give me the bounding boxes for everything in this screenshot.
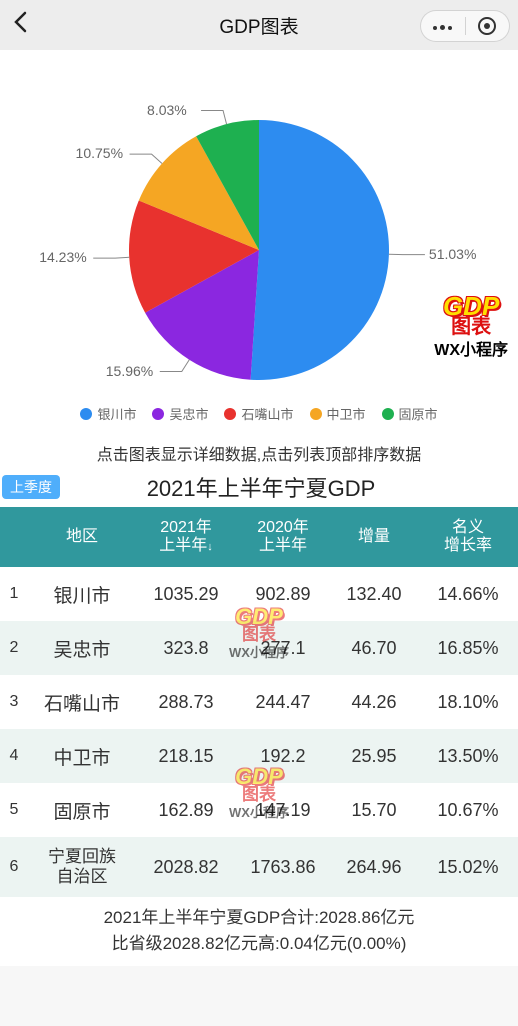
cell-growth: 10.67% (418, 800, 518, 821)
cell-increment: 264.96 (330, 857, 418, 878)
cell-index: 4 (0, 747, 28, 765)
cell-increment: 132.40 (330, 584, 418, 605)
summary-footer: 2021年上半年宁夏GDP合计:2028.86亿元 比省级2028.82亿元高:… (0, 897, 518, 966)
target-icon (478, 17, 496, 35)
chevron-left-icon (13, 11, 27, 33)
cell-2021h1: 2028.82 (136, 857, 236, 878)
sort-desc-icon: ↓ (207, 541, 213, 553)
footer-line-1: 2021年上半年宁夏GDP合计:2028.86亿元 (0, 905, 518, 931)
table-header[interactable]: 地区 2021年 上半年↓ 2020年 上半年 增量 名义 增长率 (0, 507, 518, 567)
back-button[interactable] (0, 11, 40, 40)
pie-chart[interactable]: 51.03% 15.96% 14.23% 10.75% 8.03% GDP 图表 WX小… (0, 60, 518, 400)
cell-region: 吴忠市 (28, 635, 136, 662)
cell-region: 宁夏回族自治区 (28, 847, 136, 886)
cell-increment: 44.26 (330, 692, 418, 713)
th-2020h1[interactable]: 2020年 上半年 (236, 519, 330, 556)
footer-line-2: 比省级2028.82亿元高:0.04亿元(0.00%) (0, 931, 518, 957)
cell-region: 石嘴山市 (28, 689, 136, 716)
cell-increment: 25.95 (330, 746, 418, 767)
cell-2021h1: 288.73 (136, 692, 236, 713)
cell-increment: 15.70 (330, 800, 418, 821)
cell-region: 中卫市 (28, 743, 136, 770)
th-increment[interactable]: 增量 (330, 528, 418, 546)
pie-chart-panel: 51.03% 15.96% 14.23% 10.75% 8.03% GDP 图表 WX小… (0, 50, 518, 431)
chart-watermark: GDP 图表 WX小程序 (434, 295, 508, 360)
table-title: 2021年上半年宁夏GDP (60, 471, 462, 503)
table-title-row: 上季度 2021年上半年宁夏GDP (0, 471, 518, 507)
pie-slice-label: 14.23% (39, 249, 86, 265)
table-row[interactable]: 2吴忠市323.8277.146.7016.85% (0, 621, 518, 675)
more-icon (432, 17, 454, 35)
cell-increment: 46.70 (330, 638, 418, 659)
cell-growth: 18.10% (418, 692, 518, 713)
cell-2020h1: 147.19 (236, 800, 330, 821)
hint-text: 点击图表显示详细数据,点击列表顶部排序数据 (0, 431, 518, 471)
cell-growth: 15.02% (418, 857, 518, 878)
cell-growth: 16.85% (418, 638, 518, 659)
th-growth[interactable]: 名义 增长率 (418, 519, 518, 556)
gdp-table-section: 上季度 2021年上半年宁夏GDP 地区 2021年 上半年↓ 2020年 上半… (0, 471, 518, 897)
quarter-badge[interactable]: 上季度 (2, 475, 60, 499)
cell-index: 3 (0, 693, 28, 711)
cell-2020h1: 277.1 (236, 638, 330, 659)
cell-2021h1: 218.15 (136, 746, 236, 767)
pie-slice-label: 15.96% (106, 363, 153, 379)
cell-2020h1: 1763.86 (236, 857, 330, 878)
cell-region: 固原市 (28, 797, 136, 824)
cell-2020h1: 192.2 (236, 746, 330, 767)
table-row[interactable]: 3石嘴山市288.73244.4744.2618.10% (0, 675, 518, 729)
cell-2020h1: 902.89 (236, 584, 330, 605)
table-row[interactable]: 6宁夏回族自治区2028.821763.86264.9615.02% (0, 837, 518, 897)
cell-index: 1 (0, 585, 28, 603)
pie-svg (0, 60, 518, 420)
table-row[interactable]: 1银川市1035.29902.89132.4014.66% (0, 567, 518, 621)
cell-index: 2 (0, 639, 28, 657)
cell-growth: 13.50% (418, 746, 518, 767)
table-row[interactable]: 5固原市162.89147.1915.7010.67% (0, 783, 518, 837)
cell-region: 银川市 (28, 581, 136, 608)
pie-slice-label: 8.03% (147, 102, 187, 118)
cell-2021h1: 162.89 (136, 800, 236, 821)
table-body: 1银川市1035.29902.89132.4014.66%2吴忠市323.827… (0, 567, 518, 897)
capsule-menu-button[interactable] (421, 17, 465, 35)
table-row[interactable]: 4中卫市218.15192.225.9513.50% (0, 729, 518, 783)
cell-index: 6 (0, 858, 28, 876)
capsule-close-button[interactable] (466, 17, 510, 35)
th-region[interactable]: 地区 (28, 528, 136, 546)
miniprogram-capsule (420, 10, 510, 42)
th-2021h1[interactable]: 2021年 上半年↓ (136, 519, 236, 556)
cell-2021h1: 1035.29 (136, 584, 236, 605)
pie-slice-label: 10.75% (76, 145, 123, 161)
cell-index: 5 (0, 801, 28, 819)
cell-2021h1: 323.8 (136, 638, 236, 659)
cell-2020h1: 244.47 (236, 692, 330, 713)
app-header: GDP图表 (0, 0, 518, 50)
pie-slice-label: 51.03% (429, 246, 476, 262)
cell-growth: 14.66% (418, 584, 518, 605)
pie-slice[interactable] (251, 120, 389, 380)
